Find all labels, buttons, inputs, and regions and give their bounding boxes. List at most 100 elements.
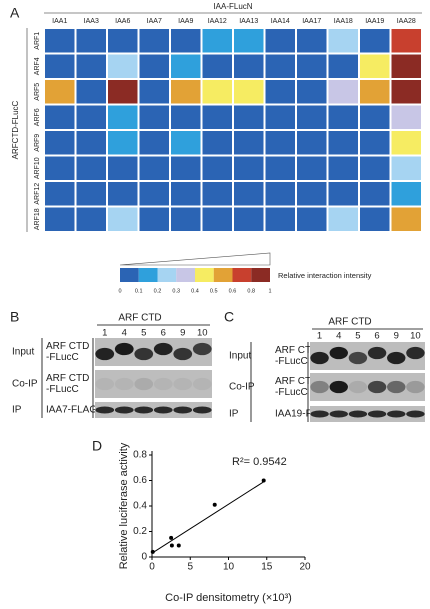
x-tick-label: 5 [187, 562, 193, 573]
heatmap-cell [202, 29, 232, 53]
band [153, 406, 173, 414]
band [367, 410, 387, 418]
y-tick-label: 0.2 [133, 526, 147, 537]
colorbar-tick-label: 0.6 [229, 288, 237, 294]
heatmap-cell [202, 105, 232, 129]
colorbar-tick-label: 0.2 [154, 288, 162, 294]
band [114, 377, 134, 391]
colorbar-segment [195, 268, 214, 282]
heatmap-cell [234, 29, 264, 53]
heatmap-cell [108, 207, 138, 231]
y-tick-label: 0.8 [133, 450, 147, 461]
blot-label: ARF CTD [275, 345, 318, 356]
heatmap-cell [171, 182, 201, 206]
lane-label: 9 [180, 328, 185, 339]
band [153, 342, 173, 356]
heatmap-cell [171, 105, 201, 129]
row-label: Input [12, 347, 34, 358]
heatmap-cell [108, 54, 138, 78]
band [406, 380, 425, 394]
heatmap-cell [139, 29, 169, 53]
x-tick-label: 0 [149, 562, 155, 573]
lane-label: 5 [355, 331, 360, 342]
heatmap-cell [139, 182, 169, 206]
point [169, 535, 174, 540]
heatmap-cell [360, 54, 390, 78]
panel-label: B [10, 309, 19, 325]
heatmap-cell [76, 182, 106, 206]
band [192, 406, 212, 414]
band [406, 346, 425, 360]
column-label: IAA18 [334, 18, 353, 25]
column-label: IAA14 [271, 18, 290, 25]
row-label: ARF6 [34, 108, 41, 126]
column-label: IAA19 [365, 18, 384, 25]
blot-label: ARF CTD [275, 376, 318, 387]
band [173, 406, 193, 414]
colorbar-segment [176, 268, 195, 282]
colorbar-label: Relative interaction intensity [278, 271, 372, 280]
row-label: Input [229, 351, 251, 362]
band [348, 380, 368, 394]
lane-label: 9 [394, 331, 399, 342]
row-label: ARF1 [34, 32, 41, 50]
band [329, 380, 348, 394]
column-label: IAA6 [115, 18, 130, 25]
heatmap-cell [265, 105, 295, 129]
heatmap-cell [328, 131, 358, 155]
heatmap-cell [265, 29, 295, 53]
wedge [119, 252, 271, 266]
heatmap-cell [391, 29, 421, 53]
heatmap-cell [265, 131, 295, 155]
heatmap-cell [45, 54, 75, 78]
heatmap-cell [139, 131, 169, 155]
x-title: IAA-FLucN [213, 2, 252, 11]
heatmap-cell [234, 156, 264, 180]
heatmap-cell [76, 207, 106, 231]
heatmap-cell [328, 105, 358, 129]
heatmap-cell [328, 182, 358, 206]
heatmap-cell [391, 156, 421, 180]
band [192, 342, 212, 356]
x-tick-label: 20 [299, 562, 311, 573]
row-label: ARF12 [34, 183, 41, 205]
column-label: IAA13 [239, 18, 258, 25]
heatmap-cell [139, 80, 169, 104]
blot-label: IAA7-FLAG [46, 405, 97, 416]
heatmap-cell [265, 54, 295, 78]
colorbar-segment [213, 268, 233, 282]
blot-title: ARF CTD [328, 317, 371, 328]
band [173, 377, 193, 391]
blot-label: -FLucC [46, 352, 79, 363]
heatmap-cell [45, 80, 75, 104]
row-label: Co-IP [12, 379, 38, 390]
blot [310, 406, 425, 422]
heatmap-cell [360, 182, 390, 206]
column-label: IAA28 [397, 18, 416, 25]
heatmap-cell [108, 29, 138, 53]
blot-label: -FLucC [46, 384, 79, 395]
band [310, 410, 329, 418]
colorbar-segment [251, 268, 270, 282]
heatmap-cell [202, 207, 232, 231]
band [387, 351, 406, 365]
column-label: IAA17 [302, 18, 321, 25]
heatmap-cell [171, 54, 201, 78]
annotation: R²= 0.9542 [232, 456, 287, 468]
heatmap-cell [202, 54, 232, 78]
heatmap-cell [360, 29, 390, 53]
heatmap-cell [76, 29, 106, 53]
heatmap-cell [171, 29, 201, 53]
heatmap-cell [202, 80, 232, 104]
heatmap-cell [391, 105, 421, 129]
band [134, 377, 154, 391]
band [367, 346, 387, 360]
heatmap-cell [202, 182, 232, 206]
band [348, 410, 368, 418]
blot [310, 342, 425, 370]
heatmap-cell [391, 54, 421, 78]
panel-label: C [224, 309, 234, 325]
band [95, 377, 115, 391]
heatmap-cell [265, 156, 295, 180]
